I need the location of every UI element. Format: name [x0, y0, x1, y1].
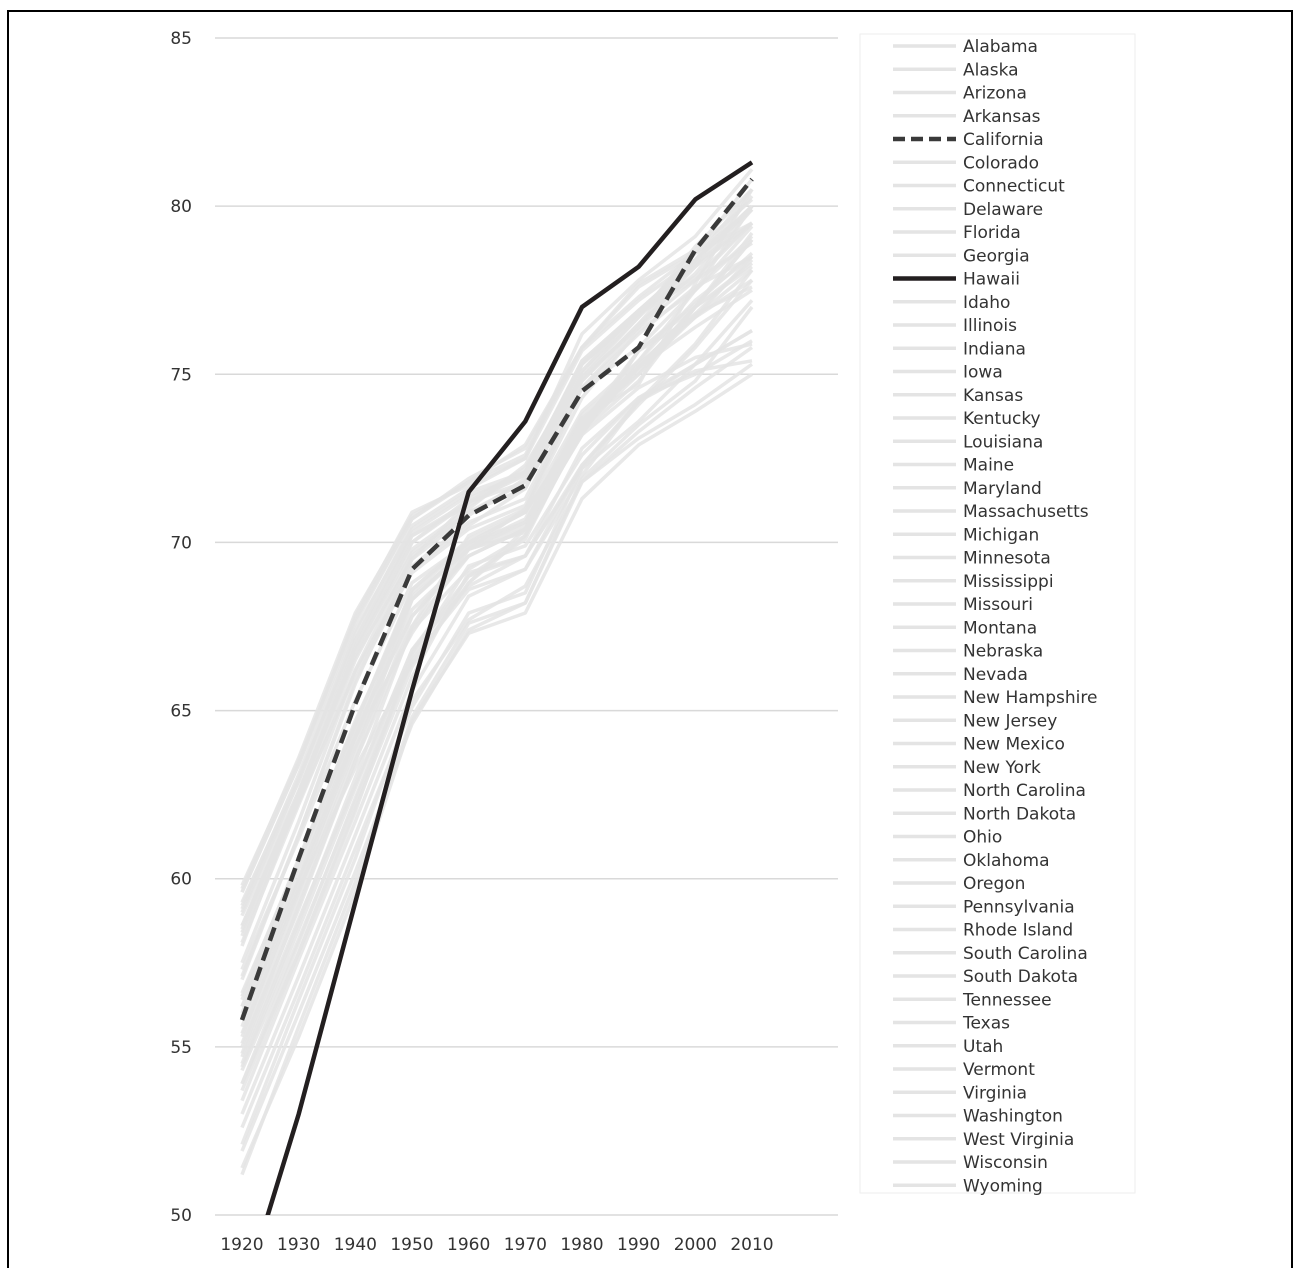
legend-label-kansas: Kansas	[963, 386, 1023, 406]
series-line-west-virginia	[240, 359, 753, 1072]
legend-label-utah: Utah	[963, 1037, 1003, 1057]
legend-label-minnesota: Minnesota	[963, 549, 1051, 569]
series-line-illinois	[240, 238, 754, 1038]
series-lines	[239, 160, 754, 1215]
x-tick-label: 1970	[504, 1235, 547, 1255]
legend-label-mississippi: Mississippi	[963, 572, 1054, 592]
legend-label-illinois: Illinois	[963, 316, 1017, 336]
x-tick-label: 1990	[617, 1235, 660, 1255]
x-tick-label: 1940	[334, 1235, 377, 1255]
legend-label-vermont: Vermont	[963, 1060, 1035, 1080]
legend: Alabama Alaska Arizona Arkansas California Co…	[859, 33, 1136, 1196]
legend-label-nevada: Nevada	[963, 665, 1028, 685]
legend-label-new-hampshire: New Hampshire	[963, 688, 1097, 708]
legend-label-hawaii: Hawaii	[963, 270, 1020, 290]
x-axis-ticks: 1920 1930 1940 1950 1960 1970 1980 1990 2000 2010	[220, 1235, 773, 1255]
legend-label-louisiana: Louisiana	[963, 432, 1043, 452]
legend-label-tennessee: Tennessee	[962, 990, 1052, 1010]
series-line-wyoming	[240, 261, 754, 971]
legend-label-colorado: Colorado	[963, 153, 1039, 173]
y-tick-label: 80	[170, 197, 192, 217]
legend-label-new-jersey: New Jersey	[963, 711, 1057, 731]
legend-label-wyoming: Wyoming	[963, 1176, 1043, 1196]
x-tick-label: 1920	[220, 1235, 263, 1255]
legend-label-arkansas: Arkansas	[963, 107, 1041, 127]
y-tick-label: 75	[170, 365, 192, 385]
legend-label-maine: Maine	[963, 456, 1014, 476]
series-line-mississippi	[240, 372, 753, 1169]
legend-label-oklahoma: Oklahoma	[963, 851, 1050, 871]
series-line-iowa	[240, 208, 754, 890]
legend-label-west-virginia: West Virginia	[963, 1130, 1074, 1150]
legend-label-california: California	[963, 130, 1044, 150]
legend-label-new-mexico: New Mexico	[963, 735, 1065, 755]
legend-label-kentucky: Kentucky	[963, 409, 1041, 429]
series-line-california	[239, 177, 754, 1021]
legend-label-michigan: Michigan	[963, 525, 1039, 545]
legend-label-georgia: Georgia	[963, 246, 1030, 266]
series-line-utah	[240, 198, 754, 893]
x-tick-label: 1980	[560, 1235, 603, 1255]
series-line-north-carolina	[240, 278, 754, 1115]
legend-label-nebraska: Nebraska	[963, 642, 1043, 662]
y-tick-label: 65	[170, 702, 192, 722]
legend-label-north-dakota: North Dakota	[963, 804, 1076, 824]
series-line-ohio	[240, 278, 753, 994]
legend-label-montana: Montana	[963, 618, 1037, 638]
legend-label-wisconsin: Wisconsin	[963, 1153, 1048, 1173]
legend-label-florida: Florida	[963, 223, 1021, 243]
y-tick-label: 85	[170, 29, 192, 49]
legend-label-north-carolina: North Carolina	[963, 781, 1086, 801]
y-tick-label: 50	[170, 1206, 192, 1226]
series-line-oklahoma	[240, 342, 753, 1048]
series-line-montana	[240, 255, 753, 934]
chart-frame	[7, 10, 1293, 1268]
legend-label-new-york: New York	[963, 758, 1041, 778]
legend-label-idaho: Idaho	[963, 293, 1010, 313]
legend-label-alaska: Alaska	[963, 60, 1019, 80]
y-tick-label: 55	[170, 1038, 192, 1058]
legend-label-maryland: Maryland	[963, 479, 1042, 499]
series-line-south-carolina	[240, 305, 754, 1152]
series-line-florida	[240, 225, 754, 1035]
legend-label-virginia: Virginia	[963, 1083, 1027, 1103]
legend-label-pennsylvania: Pennsylvania	[963, 897, 1075, 917]
y-axis-ticks: 50 55 60 65 70 75 80 85	[170, 29, 192, 1226]
legend-label-alabama: Alabama	[963, 37, 1038, 57]
legend-label-indiana: Indiana	[963, 339, 1026, 359]
legend-label-delaware: Delaware	[963, 200, 1043, 220]
series-line-louisiana	[240, 345, 754, 1146]
x-tick-label: 1960	[447, 1235, 490, 1255]
legend-label-washington: Washington	[963, 1107, 1063, 1127]
legend-label-connecticut: Connecticut	[963, 177, 1065, 197]
legend-label-south-dakota: South Dakota	[963, 967, 1078, 987]
legend-label-south-carolina: South Carolina	[963, 944, 1088, 964]
series-line-wisconsin	[240, 204, 754, 927]
legend-label-iowa: Iowa	[963, 363, 1003, 383]
legend-label-missouri: Missouri	[963, 595, 1033, 615]
y-tick-label: 70	[170, 533, 192, 553]
legend-label-arizona: Arizona	[963, 84, 1027, 104]
legend-label-ohio: Ohio	[963, 828, 1002, 848]
x-tick-label: 1950	[390, 1235, 433, 1255]
series-line-texas	[240, 255, 754, 1065]
x-tick-label: 2010	[730, 1235, 773, 1255]
legend-label-rhode-island: Rhode Island	[963, 921, 1073, 941]
legend-label-massachusetts: Massachusetts	[963, 502, 1089, 522]
x-tick-label: 1930	[277, 1235, 320, 1255]
x-tick-label: 2000	[674, 1235, 717, 1255]
series-line-hawaii	[265, 160, 754, 1215]
y-tick-label: 60	[170, 870, 192, 890]
series-line-alabama	[240, 362, 754, 1176]
legend-label-texas: Texas	[962, 1014, 1010, 1034]
legend-label-oregon: Oregon	[963, 874, 1025, 894]
